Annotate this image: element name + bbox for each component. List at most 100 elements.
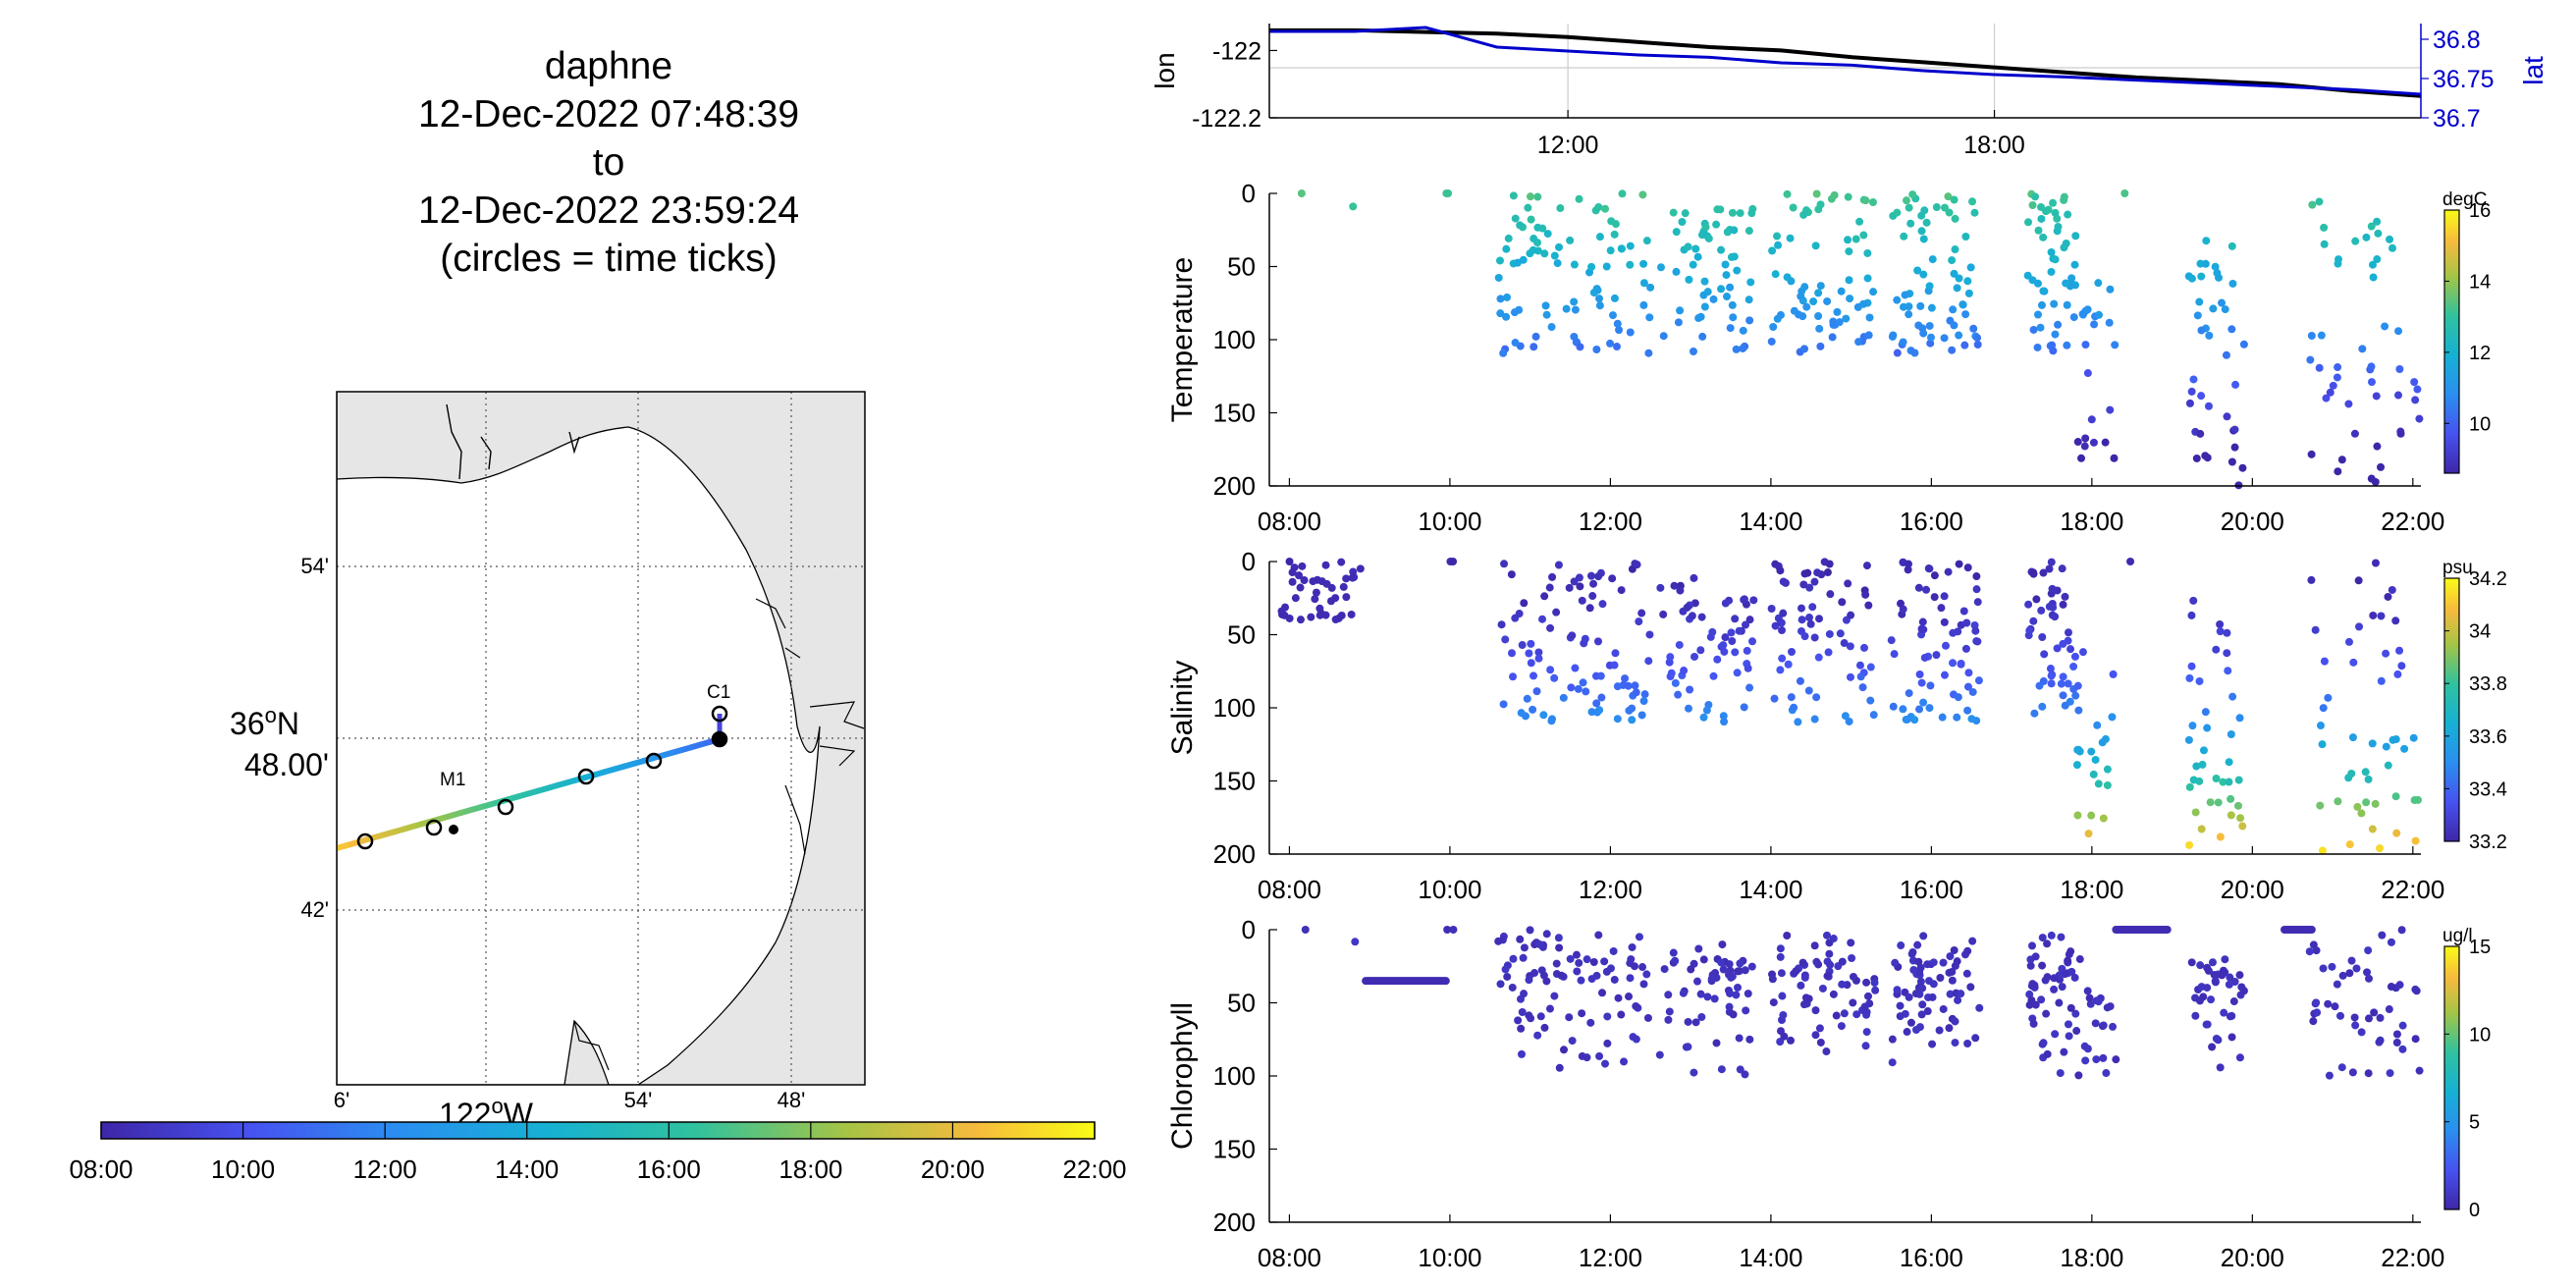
chlorophyll-point — [1909, 966, 1918, 975]
chlorophyll-xtick-label: 10:00 — [1418, 1243, 1481, 1272]
temperature-point — [1693, 252, 1702, 261]
chlorophyll-point — [1928, 1040, 1937, 1048]
chlorophyll-point — [1535, 939, 1544, 948]
temperature-point — [2047, 267, 2056, 276]
chlorophyll-point — [1655, 1050, 1664, 1059]
salinity-point — [1580, 639, 1588, 648]
temperature-point — [1899, 338, 1907, 347]
chlorophyll-point — [1690, 1068, 1698, 1077]
temperature-point — [1906, 219, 1915, 228]
salinity-point — [2061, 701, 2069, 710]
temperature-point — [1949, 305, 1958, 314]
temperature-point — [1844, 192, 1852, 201]
chlorophyll-point — [2239, 987, 2248, 995]
salinity-point — [2047, 671, 2056, 680]
salinity-ytick-label: 50 — [1227, 620, 1256, 650]
temperature-point — [1697, 231, 1706, 240]
temperature-point — [2410, 378, 2419, 387]
chlorophyll-point — [1935, 1026, 1944, 1035]
temperature-point — [1728, 300, 1737, 309]
temperature-xtick-label: 14:00 — [1739, 507, 1802, 536]
salinity-point — [1770, 694, 1779, 703]
temperature-point — [1672, 267, 1681, 276]
chlorophyll-point — [2028, 941, 2037, 950]
temperature-point — [2051, 255, 2060, 264]
temperature-point — [2315, 197, 2324, 206]
salinity-point — [2344, 637, 2353, 646]
salinity-point — [2349, 658, 2358, 667]
temperature-point — [1816, 342, 1825, 350]
temperature-point — [2034, 310, 2043, 319]
chlorophyll-point — [2196, 961, 2205, 970]
salinity-point — [1666, 653, 1675, 662]
temperature-point — [2373, 442, 2382, 451]
salinity-point — [2072, 761, 2081, 770]
chlorophyll-point — [2083, 987, 2092, 995]
salinity-point — [1799, 580, 1808, 589]
salinity-point — [1625, 706, 1634, 715]
chlorophyll-point — [1517, 1024, 1526, 1033]
temperature-point — [2329, 381, 2337, 390]
salinity-point — [1640, 690, 1649, 699]
chlorophyll-point — [2083, 1045, 2092, 1053]
salinity-point — [2074, 706, 2083, 715]
temperature-point — [1917, 211, 1926, 220]
title-vehicle: daphne — [544, 45, 673, 87]
temperature-point — [1950, 321, 1959, 330]
salinity-point — [1749, 596, 1758, 605]
temperature-point — [1562, 304, 1571, 313]
temperature-point — [1575, 194, 1583, 203]
salinity-point — [1838, 598, 1847, 607]
chlorophyll-point — [1950, 945, 1959, 954]
temperature-point — [2351, 237, 2360, 245]
salinity-point — [2384, 761, 2392, 770]
temperature-point — [1547, 323, 1556, 332]
salinity-point — [2103, 765, 2112, 774]
salinity-point — [2188, 722, 2197, 730]
salinity-point — [1617, 586, 1626, 595]
chlorophyll-point — [2226, 973, 2234, 982]
temperature-point — [1685, 275, 1693, 284]
salinity-point — [2109, 670, 2118, 678]
chlorophyll-point — [1838, 980, 1847, 989]
chlorophyll-point — [2328, 962, 2336, 971]
salinity-point — [2307, 575, 2316, 584]
salinity-point — [2223, 649, 2231, 658]
salinity-point — [1337, 612, 1346, 620]
chlorophyll-point — [1852, 1010, 1861, 1019]
salinity-point — [1721, 599, 1730, 608]
salinity-point — [2319, 704, 2328, 713]
chlorophyll-point — [1696, 990, 1705, 998]
temperature-point — [2362, 233, 2371, 242]
salinity-point — [2233, 801, 2242, 810]
chlorophyll-point — [1776, 944, 1785, 953]
salinity-point — [1855, 661, 1864, 670]
salinity-point — [2377, 676, 2386, 685]
salinity-point — [2391, 735, 2400, 744]
salinity-point — [2206, 798, 2215, 807]
salinity-point — [1941, 641, 1950, 650]
salinity-point — [1298, 562, 1307, 570]
salinity-point — [1594, 572, 1603, 581]
salinity-point — [1311, 595, 1319, 604]
salinity-xtick-label: 12:00 — [1579, 875, 1642, 904]
chlorophyll-point — [1860, 1002, 1869, 1011]
salinity-point — [1592, 699, 1601, 708]
chlorophyll-point — [1572, 950, 1581, 959]
salinity-point — [1499, 700, 1508, 709]
temperature-point — [2326, 388, 2334, 397]
salinity-point — [1955, 560, 1963, 568]
salinity-point — [1890, 650, 1899, 659]
temperature-point — [1961, 232, 1970, 241]
salinity-point — [1728, 636, 1737, 645]
chlorophyll-colorbar-units: ug/l — [2442, 926, 2473, 946]
salinity-point — [1518, 641, 1527, 650]
temperature-point — [1499, 349, 1508, 357]
chlorophyll-point — [2218, 971, 2227, 980]
salinity-point — [2030, 709, 2039, 718]
salinity-point — [2185, 782, 2194, 791]
chlorophyll-point — [2163, 926, 2172, 934]
salinity-ytick-label: 100 — [1213, 693, 1256, 723]
chlorophyll-point — [2364, 946, 2373, 955]
temperature-point — [1783, 273, 1792, 282]
